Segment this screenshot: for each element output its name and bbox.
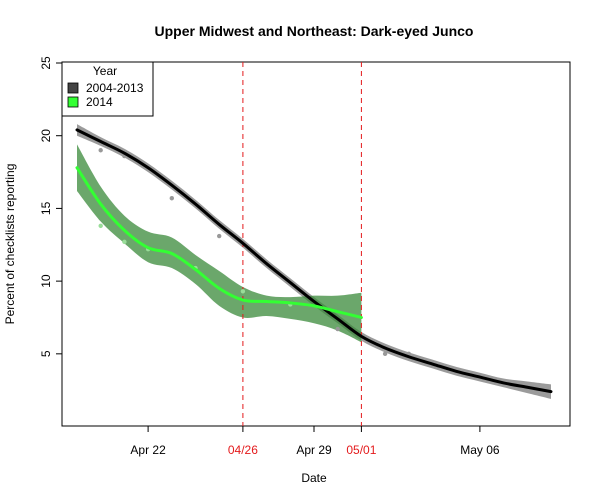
data-point-2004-2013-6 bbox=[382, 351, 388, 357]
series-lines bbox=[75, 128, 553, 394]
data-point-2014-4 bbox=[240, 289, 246, 294]
chart-title: Upper Midwest and Northeast: Dark-eyed J… bbox=[155, 23, 474, 39]
y-tick-label-0: 5 bbox=[39, 350, 53, 357]
x-tick-label-0: Apr 22 bbox=[130, 443, 166, 457]
data-point-2004-2013-2 bbox=[169, 196, 174, 201]
reference-line-label-1: 05/01 bbox=[346, 443, 376, 457]
legend-swatch-2004-2013 bbox=[67, 82, 79, 94]
y-tick-label-3: 20 bbox=[39, 129, 53, 143]
legend-label-2004-2013: 2004-2013 bbox=[86, 81, 144, 95]
reference-line-label-0: 04/26 bbox=[228, 443, 258, 457]
x-tick-label-2: May 06 bbox=[460, 443, 500, 457]
confidence-band-2014 bbox=[77, 144, 362, 343]
axes: Apr 22 Apr 29 May 06 5 10 15 20 25 bbox=[39, 56, 500, 457]
y-tick-label-2: 15 bbox=[39, 201, 53, 215]
legend-title: Year bbox=[93, 64, 117, 78]
legend-label-2014: 2014 bbox=[86, 95, 113, 109]
legend: Year 2004-2013 2014 bbox=[61, 61, 154, 117]
data-point-2004-2013-5 bbox=[335, 326, 340, 332]
y-tick-label-4: 25 bbox=[39, 56, 53, 70]
x-axis-title: Date bbox=[301, 471, 327, 485]
x-tick-label-1: Apr 29 bbox=[296, 443, 332, 457]
reference-lines: 04/26 05/01 bbox=[228, 62, 377, 457]
legend-swatch-2014 bbox=[67, 96, 79, 108]
data-point-2004-2013-0 bbox=[98, 148, 103, 153]
data-point-2014-0 bbox=[98, 223, 103, 229]
series-line-2014 bbox=[75, 166, 363, 319]
series-line-2004-2013 bbox=[75, 128, 553, 394]
plot-frame bbox=[61, 61, 571, 427]
y-tick-label-1: 10 bbox=[39, 274, 53, 288]
confidence-bands bbox=[77, 124, 551, 399]
y-axis-title: Percent of checklists reporting bbox=[3, 164, 17, 325]
data-point-2004-2013-3 bbox=[217, 233, 222, 239]
data-point-2014-1 bbox=[122, 239, 127, 245]
